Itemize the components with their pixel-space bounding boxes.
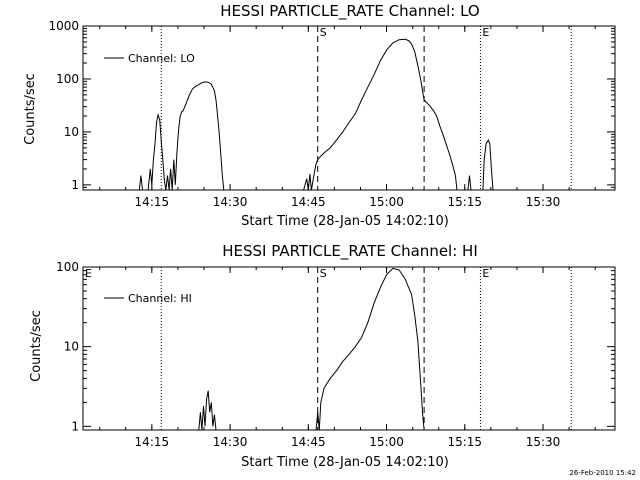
panel-hi: HESSI PARTICLE_RATE Channel: HI Counts/s… [29,242,616,470]
y-tick-label: 100 [56,72,79,86]
series-line [138,175,143,191]
x-tick-label: 14:15 [135,435,170,449]
y-tick-label: 10 [64,340,79,354]
series-line [315,267,425,431]
marker-label: S [320,267,327,280]
x-tick-label: 15:15 [447,195,482,209]
y-tick-label: 1000 [48,19,79,33]
y-axis-label: Counts/sec [23,73,38,145]
legend-label: Channel: HI [128,292,192,305]
series-line [303,38,458,191]
marker-label: E [85,267,92,280]
timestamp: 26-Feb-2010 15:42 [569,469,636,477]
marker-label: S [320,26,327,39]
x-tick-label: 15:00 [369,195,404,209]
x-axis-label: Start Time (28-Jan-05 14:02:10) [241,455,449,470]
x-tick-label: 15:00 [369,435,404,449]
chart-title: HESSI PARTICLE_RATE Channel: HI [222,242,478,261]
x-axis-label: Start Time (28-Jan-05 14:02:10) [241,214,449,229]
x-tick-label: 15:30 [526,435,561,449]
x-tick-label: 14:15 [135,195,170,209]
x-tick-label: 14:30 [213,195,248,209]
y-axis-label: Counts/sec [29,310,44,382]
series-line [165,81,225,191]
chart-title: HESSI PARTICLE_RATE Channel: LO [220,2,479,21]
x-tick-label: 14:45 [291,435,326,449]
plot-frame [82,25,616,191]
x-tick-label: 15:30 [526,195,561,209]
legend-label: Channel: LO [128,52,195,65]
marker-label: E [482,26,489,39]
plot-frame [82,266,616,431]
series-line [147,112,167,191]
x-tick-label: 14:30 [213,435,248,449]
marker-label: E [482,267,489,280]
y-tick-label: 100 [56,260,79,274]
series-line [198,390,217,431]
y-tick-label: 10 [64,125,79,139]
y-tick-label: 1 [71,178,79,192]
panel-lo: HESSI PARTICLE_RATE Channel: LO Counts/s… [23,2,616,229]
x-tick-label: 14:45 [291,195,326,209]
series-line [482,139,494,191]
y-tick-label: 1 [71,419,79,433]
x-tick-label: 15:15 [447,435,482,449]
series-line [467,175,472,191]
